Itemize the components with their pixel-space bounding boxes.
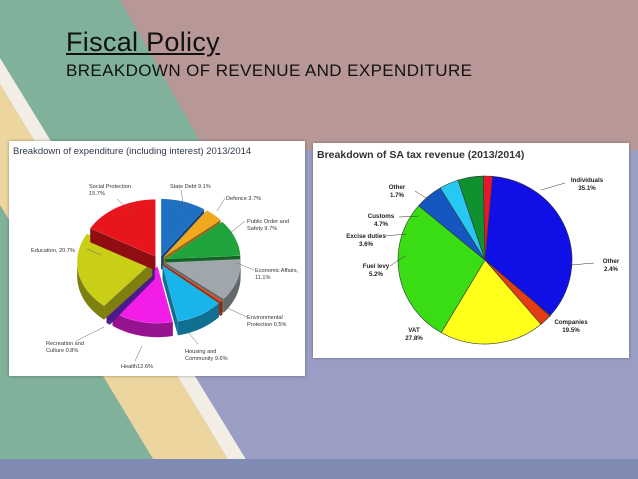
tax-revenue-labels: Individuals35.1%Other2.4%Companies19.5%V…	[346, 177, 620, 342]
tax-category-label-customs-4-7: Customs	[368, 213, 395, 220]
tax-revenue-chart-panel: Breakdown of SA tax revenue (2013/2014) …	[313, 143, 629, 358]
data-label-defence: Defence 3.7%	[226, 196, 261, 202]
tax-category-label-fuel-levy-5-2: Fuel levy	[363, 263, 390, 270]
tax-value-label-other-1-7: 1.7%	[390, 192, 405, 199]
tax-revenue-chart-title: Breakdown of SA tax revenue (2013/2014)	[317, 149, 525, 161]
leader-public-order-and-safety	[228, 220, 246, 235]
tax-category-label-other-1-7: Other	[389, 184, 406, 191]
expenditure-chart-panel: Breakdown of expenditure (including inte…	[9, 141, 305, 376]
expenditure-slice-education-wall	[77, 261, 105, 320]
expenditure-slice-education	[76, 233, 153, 306]
expenditure-slice-economic-affairs-wall	[223, 262, 241, 313]
tax-slice-companies-19-5	[440, 259, 542, 345]
data-label-environmental-protection: Environmental Protection 0.5%	[247, 315, 287, 328]
data-label-public-order-and-safety: Public Order and Safety 9.7%	[247, 219, 289, 232]
expenditure-pie-slices	[76, 198, 241, 338]
expenditure-slice-environmental-protection	[164, 264, 223, 303]
expenditure-slice-housing-and-community	[162, 265, 220, 322]
background-band-green	[0, 0, 205, 150]
data-label-health: Health12.6%	[121, 364, 153, 370]
data-label-recreation-and-culture: Recreation and Culture 0.8%	[46, 341, 84, 354]
leader-health	[134, 345, 143, 362]
tax-value-label-individuals-35-1: 35.1%	[578, 185, 596, 192]
background-footer-band	[0, 459, 638, 479]
tax-slice-vat-27-8	[397, 205, 486, 334]
expenditure-slice-health-wall	[112, 311, 173, 338]
expenditure-slice-state-debt	[160, 198, 205, 257]
tax-slice-other-1-7	[482, 175, 493, 261]
tax-leader-other-1-7	[414, 190, 432, 202]
tax-leader-other-2-4	[570, 262, 595, 266]
tax-leader-fuel-levy-5-2	[389, 255, 406, 267]
title-block: Fiscal Policy BREAKDOWN OF REVENUE AND E…	[66, 27, 473, 80]
slide-title: Fiscal Policy	[66, 27, 220, 57]
tax-category-label-other-2-4: Other	[603, 258, 620, 265]
leader-recreation-and-culture	[75, 326, 105, 342]
expenditure-slice-defence	[163, 210, 221, 258]
expenditure-slice-public-order-and-safety	[164, 221, 241, 260]
leader-education	[86, 248, 102, 256]
background-band-rose	[120, 0, 638, 150]
expenditure-slice-housing-and-community-wall	[177, 303, 219, 336]
slide-subtitle: BREAKDOWN OF REVENUE AND EXPENDITURE	[66, 60, 473, 80]
tax-leader-customs-4-7	[398, 215, 420, 218]
tax-category-label-companies-19-5: Companies	[554, 319, 588, 326]
tax-revenue-pie-slices	[397, 175, 573, 345]
leader-state-debt	[180, 189, 185, 210]
leader-defence	[216, 197, 226, 212]
data-label-economic-affairs: Economic Affairs, 11.1%	[255, 268, 299, 281]
tax-leader-companies-19-5	[538, 306, 552, 318]
leader-economic-affairs	[236, 262, 255, 271]
data-label-housing-and-community: Housing and Community 9.6%	[185, 349, 228, 362]
leader-social-protection	[116, 198, 135, 215]
expenditure-slice-housing-and-community-side	[162, 265, 178, 336]
tax-value-label-customs-4-7: 4.7%	[374, 221, 389, 228]
expenditure-slice-social-protection-side	[90, 228, 156, 271]
expenditure-slice-environmental-protection-wall	[220, 300, 223, 317]
expenditure-chart-title: Breakdown of expenditure (including inte…	[13, 146, 252, 157]
tax-leader-excise-duties-3-6	[384, 233, 407, 237]
tax-value-label-other-2-4: 2.4%	[604, 266, 619, 273]
tax-value-label-fuel-levy-5-2: 5.2%	[369, 271, 384, 278]
tax-category-label-excise-duties-3-6: Excise duties	[346, 233, 386, 240]
tax-value-label-excise-duties-3-6: 3.6%	[359, 241, 374, 248]
tax-leader-individuals-35-1	[540, 182, 566, 191]
tax-category-label-vat-27-8: VAT	[408, 327, 420, 334]
tax-slice-individuals-35-1	[484, 175, 573, 316]
tax-category-label-individuals-35-1: Individuals	[571, 177, 604, 184]
data-label-social-protection: Social Protection 15.7%	[89, 184, 131, 197]
expenditure-labels: State Debt 9.1% Defence 3.7% Public Order …	[31, 184, 299, 370]
expenditure-pie-chart: State Debt 9.1% Defence 3.7% Public Order …	[31, 184, 299, 370]
expenditure-slice-education-side	[104, 261, 153, 320]
tax-revenue-pie-chart: Individuals35.1%Other2.4%Companies19.5%V…	[346, 175, 620, 345]
leader-environmental-protection	[224, 306, 248, 318]
data-label-education: Education, 20.7%	[31, 248, 75, 254]
tax-value-label-vat-27-8: 27.8%	[405, 335, 423, 342]
expenditure-slice-social-protection	[89, 199, 156, 257]
tax-value-label-companies-19-5: 19.5%	[562, 327, 580, 334]
data-label-state-debt: State Debt 9.1%	[170, 184, 211, 190]
expenditure-slice-economic-affairs	[165, 259, 241, 300]
leader-housing-and-community	[186, 330, 199, 345]
